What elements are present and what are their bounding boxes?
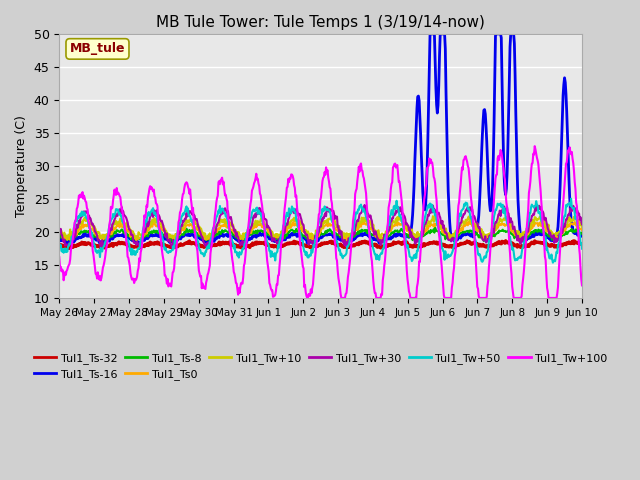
Tul1_Ts0 [578, 228, 586, 233]
Tul1_Ts-16 [56, 235, 63, 241]
Tul1_Tw+30 [578, 221, 586, 227]
Tul1_Ts0 [200, 236, 207, 241]
Tul1_Tw+10 [63, 237, 71, 243]
Line: Tul1_Ts-16: Tul1_Ts-16 [60, 34, 582, 243]
Tul1_Tw+100 [172, 252, 179, 258]
Tul1_Ts-8 [65, 234, 72, 240]
Tul1_Tw+50 [200, 251, 207, 256]
Text: MB_tule: MB_tule [70, 42, 125, 55]
Tul1_Tw+50 [578, 246, 586, 252]
Line: Tul1_Tw+100: Tul1_Tw+100 [60, 146, 582, 298]
Tul1_Ts-32 [400, 239, 408, 245]
Tul1_Ts-16 [173, 239, 180, 244]
Line: Tul1_Tw+50: Tul1_Tw+50 [60, 199, 582, 263]
Tul1_Ts-32 [502, 238, 509, 244]
Line: Tul1_Ts0: Tul1_Ts0 [60, 221, 582, 241]
Tul1_Ts-8 [385, 233, 392, 239]
Tul1_Tw+10 [56, 229, 63, 235]
Tul1_Ts-8 [56, 232, 63, 238]
Tul1_Tw+30 [173, 238, 180, 243]
Tul1_Tw+30 [361, 202, 369, 208]
Tul1_Tw+10 [432, 213, 440, 219]
Tul1_Tw+50 [172, 240, 179, 246]
Tul1_Tw+100 [56, 254, 63, 260]
Tul1_Tw+30 [65, 241, 72, 247]
Tul1_Ts-8 [173, 234, 180, 240]
Tul1_Tw+10 [578, 224, 586, 230]
Tul1_Tw+10 [200, 232, 208, 238]
Tul1_Tw+50 [384, 223, 392, 228]
Tul1_Ts-16 [385, 236, 392, 241]
Tul1_Ts-16 [426, 31, 434, 37]
Tul1_Ts0 [400, 221, 408, 227]
Line: Tul1_Ts-32: Tul1_Ts-32 [60, 241, 582, 248]
Tul1_Ts-32 [578, 241, 586, 247]
Tul1_Tw+100 [400, 224, 408, 230]
Tul1_Tw+10 [385, 226, 392, 232]
Tul1_Tw+10 [66, 232, 74, 238]
Tul1_Tw+50 [118, 219, 126, 225]
Tul1_Tw+100 [578, 283, 586, 288]
Tul1_Tw+50 [567, 196, 575, 202]
Line: Tul1_Tw+10: Tul1_Tw+10 [60, 216, 582, 240]
Tul1_Ts-16 [400, 234, 408, 240]
Tul1_Tw+100 [200, 285, 207, 290]
Tul1_Ts-32 [56, 242, 63, 248]
Y-axis label: Temperature (C): Temperature (C) [15, 115, 28, 217]
Tul1_Tw+50 [56, 241, 63, 247]
Tul1_Tw+30 [385, 228, 393, 233]
Tul1_Ts-8 [400, 231, 408, 237]
Tul1_Ts-32 [120, 241, 127, 247]
Title: MB Tule Tower: Tule Temps 1 (3/19/14-now): MB Tule Tower: Tule Temps 1 (3/19/14-now… [156, 15, 485, 30]
Tul1_Tw+50 [549, 260, 557, 265]
Tul1_Ts-32 [200, 244, 208, 250]
Tul1_Ts0 [343, 238, 351, 244]
Tul1_Ts-8 [431, 225, 439, 230]
Tul1_Tw+10 [173, 231, 180, 237]
Tul1_Ts-32 [65, 245, 72, 251]
Line: Tul1_Tw+30: Tul1_Tw+30 [60, 205, 582, 248]
Tul1_Ts0 [118, 225, 126, 230]
Tul1_Ts-8 [578, 231, 586, 237]
Line: Tul1_Ts-8: Tul1_Ts-8 [60, 228, 582, 241]
Tul1_Tw+100 [65, 263, 72, 268]
Tul1_Ts-16 [578, 233, 586, 239]
Tul1_Tw+30 [200, 240, 208, 246]
Tul1_Tw+30 [168, 245, 176, 251]
Tul1_Ts0 [465, 218, 473, 224]
Tul1_Tw+10 [120, 222, 127, 228]
Tul1_Tw+100 [303, 295, 311, 301]
Tul1_Ts-8 [118, 227, 126, 233]
Tul1_Tw+10 [400, 220, 408, 226]
Tul1_Ts0 [65, 235, 72, 241]
Tul1_Tw+100 [118, 209, 126, 215]
Tul1_Tw+50 [399, 223, 407, 229]
Tul1_Ts-32 [385, 242, 392, 248]
Tul1_Ts-16 [65, 240, 72, 246]
Tul1_Tw+30 [56, 228, 63, 233]
Tul1_Ts-32 [66, 245, 74, 251]
Tul1_Tw+30 [401, 214, 408, 219]
Tul1_Ts0 [56, 230, 63, 236]
Tul1_Ts0 [172, 234, 179, 240]
Tul1_Tw+100 [385, 205, 392, 211]
Tul1_Ts-8 [168, 239, 175, 244]
Tul1_Ts-16 [66, 238, 74, 243]
Tul1_Ts-8 [200, 236, 208, 242]
Tul1_Ts-16 [200, 238, 208, 243]
Tul1_Tw+100 [531, 144, 539, 149]
Tul1_Tw+30 [118, 209, 126, 215]
Legend: Tul1_Ts-32, Tul1_Ts-16, Tul1_Ts-8, Tul1_Ts0, Tul1_Tw+10, Tul1_Tw+30, Tul1_Tw+50,: Tul1_Ts-32, Tul1_Ts-16, Tul1_Ts-8, Tul1_… [29, 348, 612, 384]
Tul1_Ts0 [385, 230, 392, 236]
Tul1_Tw+50 [65, 243, 72, 249]
Tul1_Ts-16 [120, 231, 127, 237]
Tul1_Ts-32 [173, 243, 180, 249]
